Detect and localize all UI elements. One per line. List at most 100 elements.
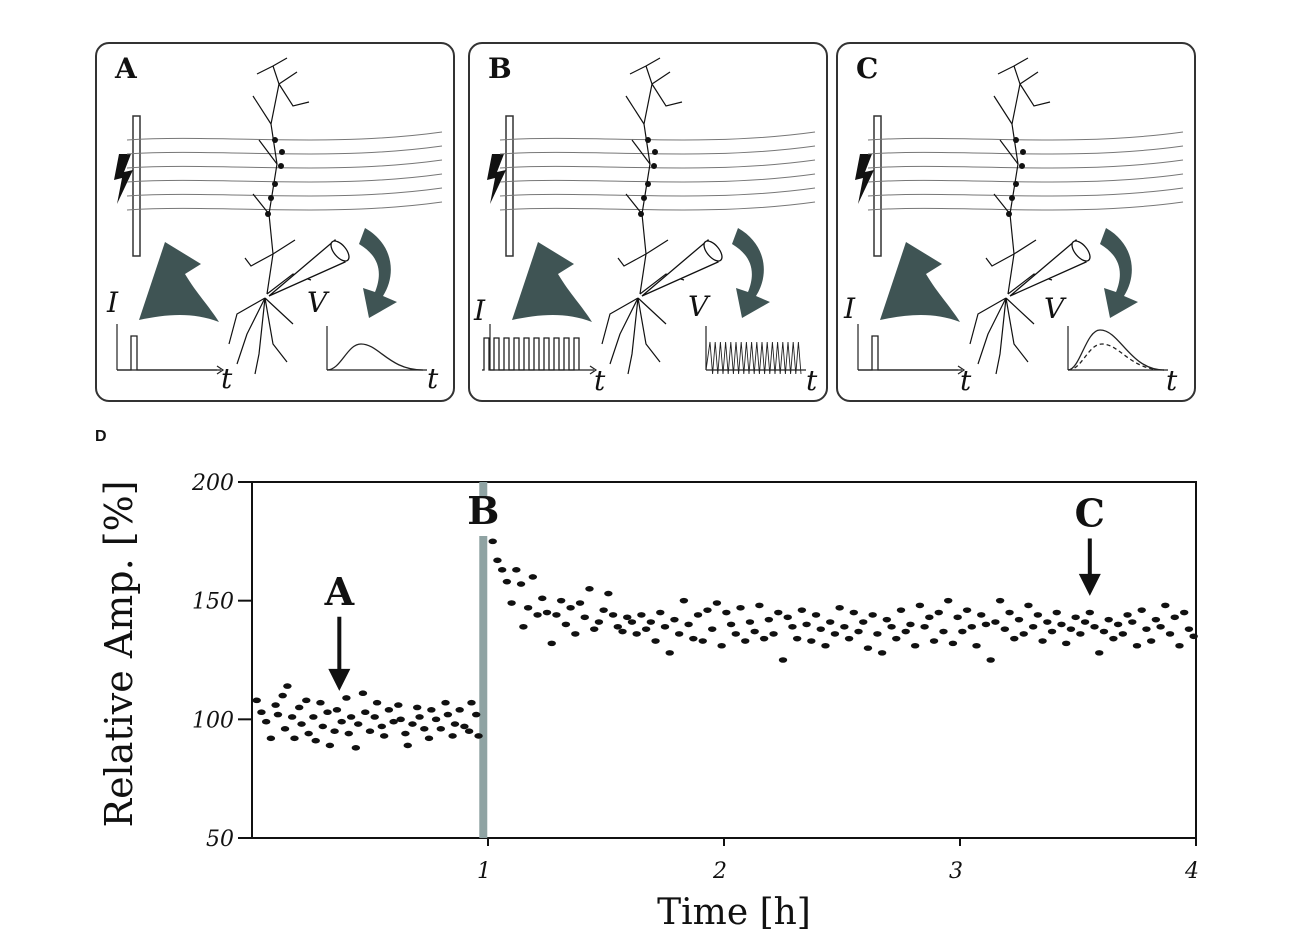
data-point: [460, 723, 469, 730]
voltage-trace-axes: [1067, 326, 1168, 371]
oblique-dendrites: [617, 57, 685, 295]
input-arrow: [139, 242, 219, 322]
data-point: [342, 695, 351, 701]
data-point: [394, 702, 403, 708]
data-point: [1095, 650, 1104, 656]
data-point: [646, 619, 656, 625]
data-point: [1146, 638, 1156, 644]
data-point: [873, 631, 882, 637]
data-point: [906, 621, 915, 628]
data-point: [332, 707, 342, 713]
panel-c-voltage-label: V: [1044, 292, 1065, 325]
data-point: [670, 616, 679, 623]
synapse-dot: [1013, 137, 1019, 143]
data-point: [464, 728, 474, 734]
data-points: [252, 538, 1198, 751]
neuron-icon: [601, 57, 685, 375]
annotation-label-a: A: [324, 569, 355, 614]
data-point: [981, 621, 991, 628]
data-point: [1019, 631, 1028, 637]
synapse-dot: [1009, 195, 1015, 201]
data-point: [608, 612, 618, 618]
data-point: [722, 609, 731, 616]
data-point: [575, 600, 585, 606]
stimulating-electrode: [505, 115, 514, 257]
data-point: [882, 616, 892, 623]
data-point: [920, 623, 929, 630]
epsp-curve: [326, 343, 424, 371]
data-point: [948, 640, 958, 647]
x-tick-label: 4: [1184, 859, 1199, 884]
data-point: [991, 619, 1000, 625]
data-point: [523, 604, 533, 611]
data-point: [977, 612, 986, 618]
annotation-label-c: C: [1075, 490, 1105, 535]
data-point: [519, 623, 528, 630]
synapse-dot: [268, 195, 274, 201]
data-point: [915, 602, 925, 609]
data-point: [1024, 602, 1033, 609]
data-point: [896, 607, 906, 613]
data-point: [556, 597, 566, 604]
data-point: [273, 711, 283, 718]
data-point: [717, 642, 726, 649]
synapse-dot: [645, 137, 651, 143]
data-point: [450, 721, 460, 727]
data-point: [1165, 631, 1175, 637]
y-tick-label: 200: [191, 471, 234, 496]
data-point: [665, 650, 674, 656]
data-point: [1104, 616, 1113, 623]
label-backdrop: [467, 496, 500, 536]
fiber-line: [867, 201, 1184, 211]
panel-c: C I t V t: [836, 42, 1196, 402]
data-point: [967, 623, 976, 630]
data-point: [594, 619, 604, 625]
pipette-opening: [330, 240, 350, 262]
fiber-line: [867, 159, 1184, 169]
data-point: [944, 597, 953, 604]
lightning-icon: [855, 154, 874, 204]
data-point: [571, 631, 580, 637]
pipette-opening: [1071, 240, 1091, 262]
data-point: [689, 635, 698, 642]
data-point: [538, 595, 547, 602]
fiber-line: [126, 201, 443, 211]
panel-c-current-label: I: [844, 292, 856, 325]
synapse-dot: [652, 149, 658, 155]
data-point: [792, 635, 802, 642]
data-point: [807, 638, 816, 644]
epsp-curve: [1067, 343, 1165, 371]
data-point: [377, 723, 386, 730]
data-point: [415, 714, 424, 720]
data-point: [811, 612, 821, 618]
data-point: [316, 699, 325, 706]
data-point: [962, 607, 972, 613]
panel-c-illustration: [855, 57, 1184, 375]
data-point: [698, 638, 707, 644]
data-point: [1175, 642, 1184, 649]
data-point: [512, 567, 521, 573]
data-point: [351, 745, 361, 751]
data-point: [427, 707, 436, 713]
x-tick-label: 3: [949, 859, 963, 884]
current-axis-arrowhead: [957, 365, 966, 375]
data-point: [408, 721, 417, 727]
stimulus-train: [482, 337, 580, 371]
pipette-opening: [703, 240, 723, 262]
data-point: [1047, 628, 1057, 635]
data-point: [618, 628, 627, 635]
data-point: [1099, 628, 1109, 635]
data-point: [304, 730, 313, 737]
data-point: [1132, 642, 1142, 649]
input-arrow: [512, 242, 592, 322]
data-point: [835, 604, 844, 611]
neuron-icon: [228, 57, 312, 375]
data-point: [325, 742, 335, 749]
data-point: [769, 631, 778, 637]
data-point: [712, 600, 722, 606]
data-point: [830, 631, 840, 637]
data-point: [566, 604, 575, 611]
data-point: [502, 578, 512, 585]
data-point: [995, 597, 1005, 604]
plot-frame: [251, 481, 1197, 839]
